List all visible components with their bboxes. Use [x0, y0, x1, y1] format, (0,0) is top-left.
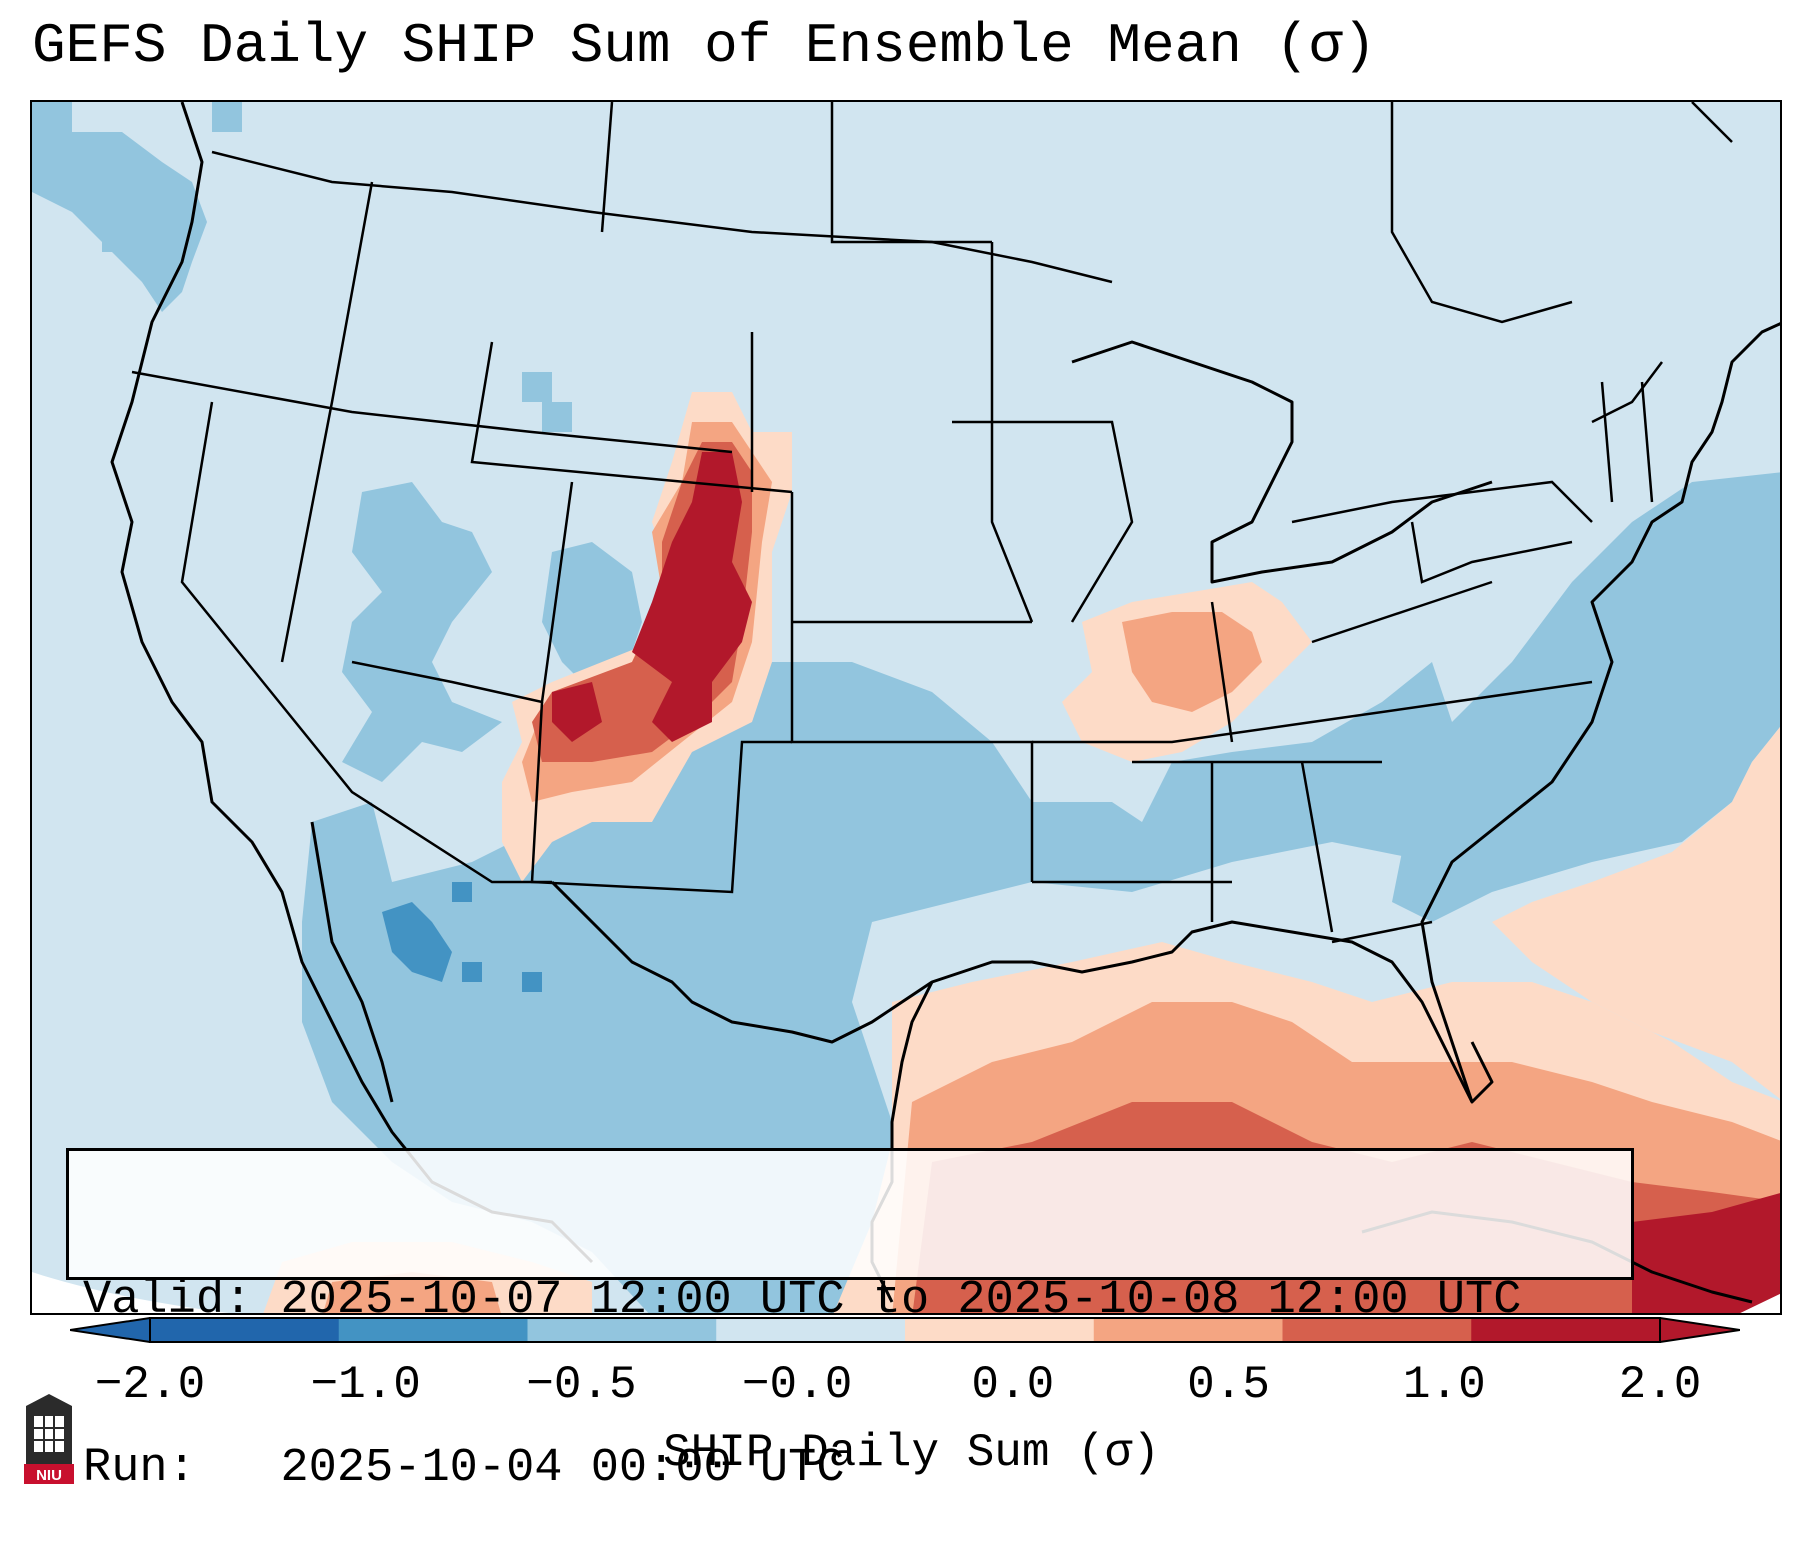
- state-border: [131, 370, 733, 454]
- chart-title: GEFS Daily SHIP Sum of Ensemble Mean (σ): [32, 14, 1377, 78]
- wyoming-negative-patch: [542, 402, 572, 432]
- great-basin-negative-region: [342, 482, 502, 782]
- state-border: [1300, 761, 1334, 933]
- mexico-strong-negative-patch: [462, 962, 482, 982]
- colorbar-segments: [150, 1318, 1661, 1342]
- colorbar-title: SHIP Daily Sum (σ): [663, 1427, 1160, 1479]
- state-border: [1691, 102, 1733, 143]
- colorbar-tick-label: −0.5: [526, 1359, 637, 1411]
- state-border: [530, 701, 792, 894]
- colorbar-tick-label: −1.0: [310, 1359, 421, 1411]
- state-border: [1410, 521, 1573, 584]
- niu-logo-grid: [34, 1416, 64, 1452]
- state-border: [600, 102, 614, 233]
- niu-logo: NIU: [24, 1394, 74, 1484]
- rockies-max-positive-core: [632, 452, 752, 742]
- state-border: [830, 102, 992, 244]
- pacific-negative-region: [32, 102, 207, 312]
- gulf-coast-line: [550, 880, 1494, 1104]
- colorbar-tick-label: 0.5: [1187, 1359, 1270, 1411]
- state-border: [952, 420, 1134, 623]
- state-border: [1390, 102, 1573, 324]
- colorbar-tick-label: 0.0: [971, 1359, 1055, 1411]
- colorbar-tick-label: −2.0: [94, 1359, 206, 1411]
- colorbar-segment: [338, 1318, 528, 1342]
- validity-info-box: Valid: 2025-10-07 12:00 UTC to 2025-10-0…: [66, 1148, 1634, 1495]
- state-border: [1331, 920, 1433, 944]
- canada-us-border: [211, 150, 1113, 284]
- run-line: Run: 2025-10-04 00:00 UTC: [83, 1441, 1631, 1497]
- state-border: [280, 181, 374, 663]
- state-border: [180, 401, 552, 884]
- atlantic-positive-band: [1492, 727, 1780, 1099]
- new-mexico-max-positive-patch: [552, 682, 602, 742]
- colorbar-tick-label: 2.0: [1618, 1359, 1702, 1411]
- state-border: [1600, 381, 1614, 503]
- state-border: [1032, 680, 1593, 744]
- niu-logo-banner: [24, 1464, 74, 1484]
- run-label: Run:: [83, 1442, 196, 1495]
- atlantic-negative-region: [1392, 472, 1780, 922]
- run-value: 2025-10-04 00:00 UTC: [280, 1442, 845, 1495]
- map-panel: [30, 100, 1782, 1315]
- state-border: [470, 341, 793, 494]
- map-svg: [32, 102, 1780, 1313]
- state-border: [1291, 480, 1593, 524]
- mexico-strong-negative-region: [382, 902, 452, 982]
- niu-logo-window: [34, 1416, 64, 1452]
- colorbar-segment: [527, 1318, 717, 1342]
- caribbean-max-positive-region: [1632, 1193, 1780, 1313]
- map-domain-edge-right: [1740, 1293, 1780, 1313]
- great-lakes-outline: [1071, 340, 1493, 584]
- state-border: [1210, 601, 1234, 743]
- niu-logo-text: NIU: [36, 1467, 62, 1484]
- colorbar-extend-left: [70, 1317, 151, 1343]
- ohio-valley-medium-positive: [1122, 612, 1262, 712]
- mexico-strong-negative-patch: [452, 882, 472, 902]
- pacific-south-positive-core: [323, 1272, 501, 1313]
- state-border: [1640, 381, 1654, 503]
- colorbar-segment: [1471, 1318, 1661, 1342]
- colorbar-extend-right: [1659, 1317, 1740, 1343]
- pacific-negative-patch: [102, 232, 122, 252]
- state-border: [790, 492, 1034, 882]
- map-domain-edge: [32, 1272, 229, 1313]
- colorbar-segment: [150, 1318, 340, 1342]
- colorbar-tick-label: −0.0: [741, 1359, 853, 1411]
- baja-line: [310, 821, 394, 1103]
- colorbar: [70, 1317, 1740, 1343]
- utah-negative-region: [542, 542, 642, 692]
- wyoming-negative-patch: [522, 372, 552, 402]
- colorbar-segment: [1093, 1318, 1283, 1342]
- colorbar-segment: [1282, 1318, 1472, 1342]
- pacific-negative-patch: [212, 102, 242, 132]
- east-coast-line: [1420, 322, 1780, 1103]
- colorbar-ticks: [149, 1342, 1661, 1343]
- mexico-strong-negative-patch: [522, 972, 542, 992]
- state-border: [351, 481, 574, 704]
- colorbar-segment: [716, 1318, 906, 1342]
- borders-group: [131, 102, 1733, 944]
- colorbar-tick-label: 1.0: [1402, 1359, 1486, 1411]
- colorbar-segment: [905, 1318, 1095, 1342]
- state-border: [1311, 580, 1493, 644]
- state-border: [990, 242, 1034, 623]
- colorbar-outline: [149, 1317, 1661, 1343]
